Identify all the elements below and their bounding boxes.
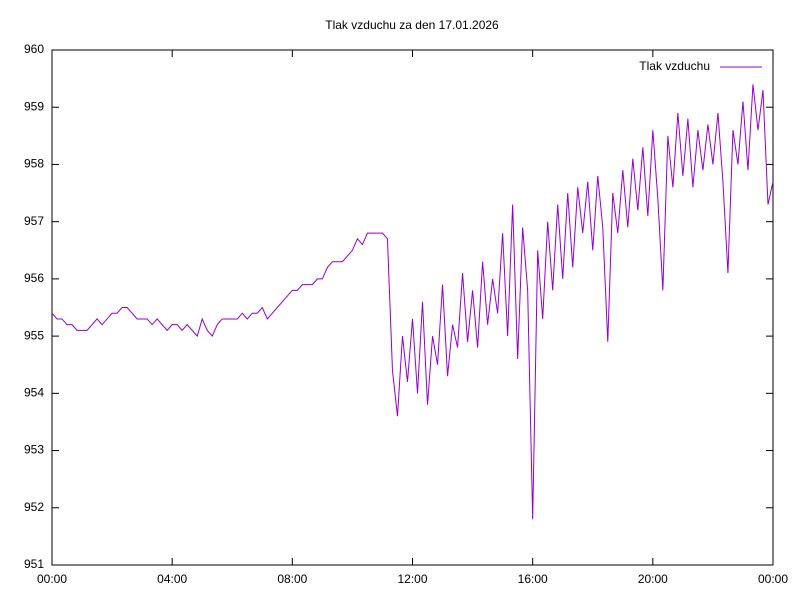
legend-label: Tlak vzduchu [639,59,710,73]
y-tick-label: 958 [24,157,44,171]
y-tick-label: 953 [24,443,44,457]
y-tick-label: 959 [24,99,44,113]
series-line [51,84,774,520]
x-tick-label: 16:00 [518,572,548,586]
x-tick-label: 00:00 [37,572,67,586]
x-tick-label: 04:00 [157,572,187,586]
y-tick-label: 955 [24,328,44,342]
y-tick-label: 960 [24,42,44,56]
y-tick-label: 952 [24,500,44,514]
y-tick-label: 956 [24,271,44,285]
x-tick-label: 20:00 [638,572,668,586]
x-tick-label: 12:00 [397,572,427,586]
x-tick-label: 00:00 [758,572,788,586]
y-tick-label: 951 [24,557,44,571]
x-tick-label: 08:00 [277,572,307,586]
y-tick-label: 954 [24,386,44,400]
y-tick-label: 957 [24,214,44,228]
chart-title: Tlak vzduchu za den 17.01.2026 [325,18,499,32]
